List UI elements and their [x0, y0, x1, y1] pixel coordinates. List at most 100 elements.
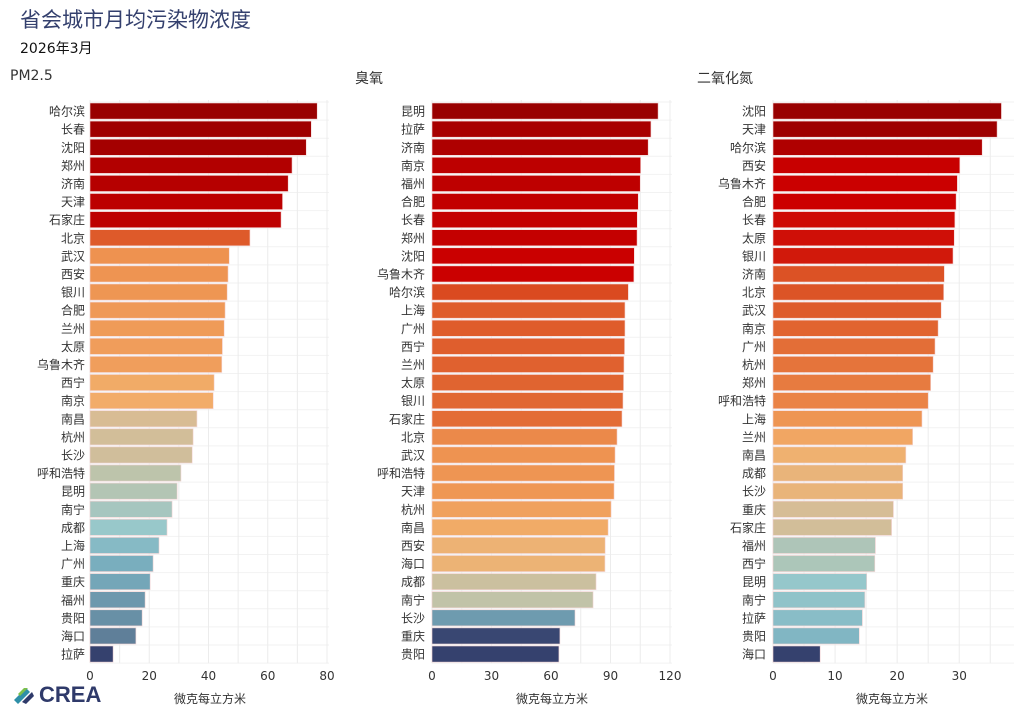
bar-ozone — [431, 265, 635, 283]
category-label-no2: 海口 — [742, 647, 766, 662]
category-label-pm25: 贵阳 — [61, 611, 85, 625]
x-tick-label-pm25: 80 — [319, 669, 334, 683]
category-label-no2: 乌鲁木齐 — [718, 176, 766, 191]
x-tick-label-ozone: 90 — [603, 669, 618, 683]
bar-pm25 — [89, 555, 154, 572]
bar-no2 — [772, 609, 863, 627]
category-label-ozone: 石家庄 — [389, 411, 425, 426]
bar-ozone — [431, 138, 649, 156]
x-tick-label-pm25: 60 — [260, 669, 275, 683]
category-label-ozone: 长春 — [401, 213, 425, 227]
bar-no2 — [772, 518, 892, 536]
category-label-ozone: 西宁 — [401, 339, 425, 354]
crea-logo: CREA — [12, 682, 101, 708]
category-label-no2: 西安 — [742, 158, 766, 173]
category-label-no2: 长春 — [742, 213, 766, 227]
bar-no2 — [772, 428, 913, 446]
category-label-pm25: 广州 — [61, 557, 85, 571]
category-label-pm25: 哈尔滨 — [49, 104, 85, 119]
bar-pm25 — [89, 247, 230, 265]
category-label-ozone: 西安 — [401, 538, 425, 553]
bar-no2 — [772, 446, 907, 464]
category-label-pm25: 郑州 — [61, 158, 85, 173]
category-label-pm25: 南宁 — [61, 502, 85, 517]
category-label-pm25: 南京 — [61, 393, 85, 408]
category-label-no2: 南宁 — [742, 592, 766, 607]
category-label-no2: 合肥 — [742, 194, 766, 209]
bar-pm25 — [89, 138, 307, 156]
bar-ozone — [431, 120, 652, 138]
category-label-ozone: 武汉 — [401, 448, 425, 462]
category-label-ozone: 呼和浩特 — [377, 466, 425, 481]
bar-ozone — [431, 591, 594, 609]
bar-pm25 — [89, 301, 226, 319]
category-label-no2: 西宁 — [742, 556, 766, 571]
x-tick-label-ozone: 0 — [428, 669, 436, 683]
category-label-ozone: 重庆 — [401, 629, 425, 643]
category-label-ozone: 贵阳 — [401, 648, 425, 662]
bar-no2 — [772, 356, 934, 373]
bar-ozone — [431, 446, 616, 464]
bar-no2 — [772, 645, 821, 663]
category-label-pm25: 合肥 — [61, 303, 85, 318]
bar-ozone — [431, 410, 623, 428]
bar-ozone — [431, 500, 612, 518]
bar-ozone — [431, 609, 576, 627]
bar-no2 — [772, 265, 945, 283]
category-label-ozone: 昆明 — [401, 105, 425, 119]
bar-no2 — [772, 211, 956, 229]
bar-ozone — [431, 356, 625, 373]
bar-no2 — [772, 229, 955, 247]
bar-ozone — [431, 157, 641, 174]
category-label-ozone: 广州 — [401, 322, 425, 336]
category-label-pm25: 太原 — [61, 339, 85, 354]
category-label-no2: 杭州 — [742, 357, 766, 372]
x-tick-label-no2: 10 — [827, 669, 842, 683]
category-label-pm25: 兰州 — [61, 322, 85, 336]
category-label-ozone: 南京 — [401, 158, 425, 173]
bar-ozone — [431, 374, 624, 391]
bar-pm25 — [89, 265, 229, 283]
bar-ozone — [431, 337, 625, 355]
category-label-no2: 武汉 — [742, 304, 766, 318]
category-label-no2: 重庆 — [742, 503, 766, 517]
category-label-pm25: 南昌 — [61, 411, 85, 426]
bar-ozone — [431, 464, 615, 482]
category-label-no2: 兰州 — [742, 430, 766, 444]
category-label-no2: 石家庄 — [730, 520, 766, 535]
bar-pm25 — [89, 573, 151, 590]
category-label-no2: 呼和浩特 — [718, 393, 766, 408]
bar-ozone — [431, 573, 597, 590]
category-label-pm25: 济南 — [61, 176, 85, 191]
bar-no2 — [772, 102, 1002, 120]
category-label-no2: 南京 — [742, 321, 766, 336]
category-label-pm25: 成都 — [61, 521, 85, 535]
x-tick-label-no2: 20 — [890, 669, 905, 683]
category-label-pm25: 天津 — [61, 195, 85, 209]
category-label-pm25: 福州 — [61, 592, 85, 607]
bar-no2 — [772, 537, 876, 554]
bar-no2 — [772, 337, 936, 355]
category-label-no2: 拉萨 — [742, 610, 766, 625]
category-label-ozone: 天津 — [401, 485, 425, 499]
x-tick-label-ozone: 30 — [484, 669, 499, 683]
category-label-pm25: 昆明 — [61, 485, 85, 499]
category-label-ozone: 沈阳 — [401, 248, 425, 263]
bar-pm25 — [89, 319, 225, 337]
category-label-ozone: 南昌 — [401, 520, 425, 535]
category-label-ozone: 济南 — [401, 140, 425, 155]
category-label-ozone: 合肥 — [401, 194, 425, 209]
category-label-pm25: 呼和浩特 — [37, 466, 85, 481]
category-label-no2: 天津 — [742, 123, 766, 137]
bar-no2 — [772, 392, 929, 410]
category-label-pm25: 长沙 — [61, 448, 85, 462]
bar-pm25 — [89, 283, 228, 301]
category-label-ozone: 银川 — [401, 394, 425, 408]
x-tick-label-ozone: 120 — [659, 669, 682, 683]
category-label-no2: 银川 — [742, 249, 766, 263]
category-label-no2: 昆明 — [742, 575, 766, 589]
bar-pm25 — [89, 609, 143, 627]
category-label-ozone: 南宁 — [401, 592, 425, 607]
category-label-no2: 福州 — [742, 538, 766, 553]
